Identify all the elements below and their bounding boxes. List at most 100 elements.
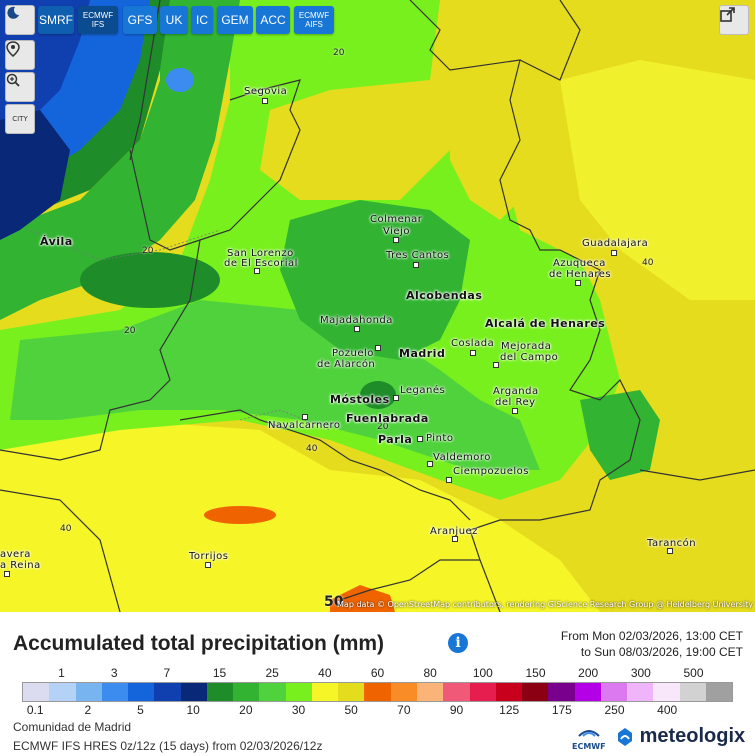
model-button-gfs[interactable]: GFS <box>123 6 157 34</box>
legend-swatch <box>128 683 155 701</box>
city-label-colmenar: Colmenar <box>370 214 423 225</box>
legend-swatch <box>364 683 391 701</box>
precipitation-map[interactable]: 20 20 20 20 40 40 40 50 Segovia Ávila Sa… <box>0 0 755 612</box>
legend-bottom-label: 20 <box>239 703 253 717</box>
model-button-acc[interactable]: ACC <box>256 6 290 34</box>
city-marker <box>393 395 399 401</box>
city-label-majadahonda: Majadahonda <box>320 315 393 326</box>
legend-swatch <box>416 683 444 701</box>
city-label-talavera-2: a Reina <box>0 560 41 571</box>
legend-swatch <box>522 683 549 701</box>
isoline-label: 20 <box>142 246 154 256</box>
legend-top-label: 200 <box>578 666 599 680</box>
isoline-label: 20 <box>377 422 389 432</box>
city-marker <box>452 536 458 542</box>
model-button-smrf[interactable]: SMRF <box>38 6 74 34</box>
legend-bottom-label: 125 <box>499 703 520 717</box>
legend-swatch <box>574 683 601 701</box>
legend-swatch <box>600 683 628 701</box>
share-icon[interactable] <box>719 5 749 35</box>
city-label-ciempozuelos: Ciempozuelos <box>453 466 529 477</box>
city-label-pozuelo-2: de Alarcón <box>317 359 376 370</box>
city-label-talavera: avera <box>0 549 31 560</box>
info-icon[interactable]: i <box>448 633 468 653</box>
city-label-navalcarnero: Navalcarnero <box>268 420 341 431</box>
city-label-colmenar-2: Viejo <box>383 226 410 237</box>
city-label-arganda-2: del Rey <box>495 397 536 408</box>
legend-swatch <box>311 683 339 701</box>
city-marker <box>667 548 673 554</box>
city-marker <box>470 350 476 356</box>
legend-swatch <box>338 683 365 701</box>
city-label-azuqueca-2: de Henares <box>549 269 612 280</box>
isoline-label: 50 <box>324 594 344 610</box>
isoline-label: 20 <box>124 326 136 336</box>
precipitation-field <box>0 0 755 612</box>
city-label-mejorada-2: del Campo <box>500 352 559 363</box>
city-label-valdemoro: Valdemoro <box>433 452 491 463</box>
city-toggle-button[interactable]: CITY <box>5 104 35 134</box>
legend-swatch <box>548 683 575 701</box>
chart-title: Accumulated total precipitation (mm) <box>13 632 385 655</box>
legend-swatch <box>101 683 129 701</box>
city-label-san-lorenzo: San Lorenzo <box>227 248 294 259</box>
legend-bottom-label: 5 <box>137 703 144 717</box>
moon-icon[interactable] <box>5 5 35 35</box>
city-toggle-label: CITY <box>12 115 28 123</box>
legend-swatch <box>705 683 733 701</box>
city-label-san-lorenzo-2: de El Escorial <box>224 258 298 269</box>
legend-bottom-label: 175 <box>551 703 572 717</box>
city-label-avila: Ávila <box>40 235 73 248</box>
map-attribution: Map data © OpenStreetMap contributors, r… <box>337 600 753 609</box>
legend-bottom-label: 250 <box>604 703 625 717</box>
color-legend <box>22 682 733 702</box>
city-marker <box>205 562 211 568</box>
legend-swatch <box>233 683 260 701</box>
legend-swatch <box>495 683 523 701</box>
city-label-pozuelo: Pozuelo <box>332 348 374 359</box>
city-marker <box>417 436 423 442</box>
legend-swatch <box>627 683 654 701</box>
location-pin-icon[interactable] <box>5 40 35 70</box>
city-label-leganes: Leganés <box>400 385 446 396</box>
legend-bottom-label: 2 <box>84 703 92 717</box>
city-marker <box>354 326 360 332</box>
period-to: to Sun 08/03/2026, 19:00 CET <box>580 645 743 659</box>
legend-bottom-label: 70 <box>397 703 411 717</box>
region-label: Comunidad de Madrid <box>13 720 132 734</box>
legend-top-label: 15 <box>212 666 227 680</box>
city-label-segovia: Segovia <box>244 86 288 97</box>
legend-swatch <box>180 683 207 701</box>
model-button-uk[interactable]: UK <box>160 6 188 34</box>
city-label-guadalajara: Guadalajara <box>582 238 649 249</box>
model-button-ecmwf-aifs[interactable]: ECMWF AIFS <box>294 6 334 34</box>
city-marker <box>302 414 308 420</box>
legend-top-label: 25 <box>265 666 279 680</box>
legend-swatch <box>154 683 181 701</box>
legend-swatch <box>679 683 706 701</box>
city-label-azuqueca: Azuqueca <box>553 258 606 269</box>
city-label-fuenlabrada: Fuenlabrada <box>346 412 429 425</box>
city-label-coslada: Coslada <box>451 338 495 349</box>
city-label-mostoles: Móstoles <box>330 393 390 406</box>
model-button-ecmwf-ifs[interactable]: ECMWF IFS <box>78 6 118 34</box>
city-marker <box>375 345 381 351</box>
city-label-tarancon: Tarancón <box>647 538 697 549</box>
legend-top-label: 60 <box>370 666 385 680</box>
zoom-in-icon[interactable] <box>5 72 35 102</box>
city-label-alcala: Alcalá de Henares <box>485 317 606 330</box>
legend-swatch <box>653 683 680 701</box>
meteologix-logo: meteologix <box>616 725 745 748</box>
isoline-label: 20 <box>333 48 345 58</box>
model-button-gem[interactable]: GEM <box>217 6 253 34</box>
legend-bottom-label: 90 <box>449 703 464 717</box>
city-label-arganda: Arganda <box>493 386 539 397</box>
legend-swatch <box>443 683 470 701</box>
model-button-ic[interactable]: IC <box>191 6 213 34</box>
city-marker <box>512 408 518 414</box>
button-label: SMRF <box>39 13 73 27</box>
legend-top-label: 150 <box>525 666 546 680</box>
city-marker <box>446 477 452 483</box>
legend-bottom-label: 30 <box>291 703 306 717</box>
legend-swatch <box>23 683 50 701</box>
